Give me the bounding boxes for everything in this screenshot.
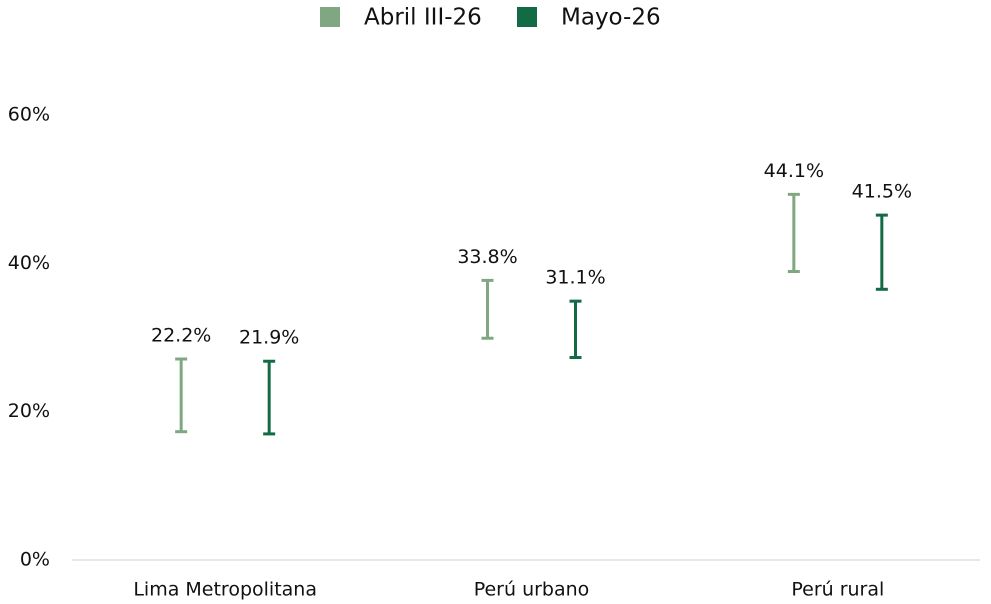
x-tick-label: Perú rural [791,579,884,601]
y-tick-label: 40% [8,252,50,274]
value-label: 44.1% [764,160,824,182]
x-tick-label: Perú urbano [474,579,590,601]
legend-swatch [517,7,537,27]
value-label: 31.1% [545,267,605,289]
y-tick-label: 20% [8,400,50,422]
value-label: 33.8% [457,246,517,268]
y-tick-label: 60% [8,104,50,126]
x-tick-label: Lima Metropolitana [133,579,317,601]
value-label: 22.2% [151,325,211,347]
y-tick-label: 0% [20,549,50,571]
value-label: 21.9% [239,327,299,349]
legend-label: Abril III-26 [364,5,482,31]
legend-label: Mayo-26 [561,5,661,31]
value-label: 41.5% [852,181,912,203]
legend-swatch [320,7,340,27]
